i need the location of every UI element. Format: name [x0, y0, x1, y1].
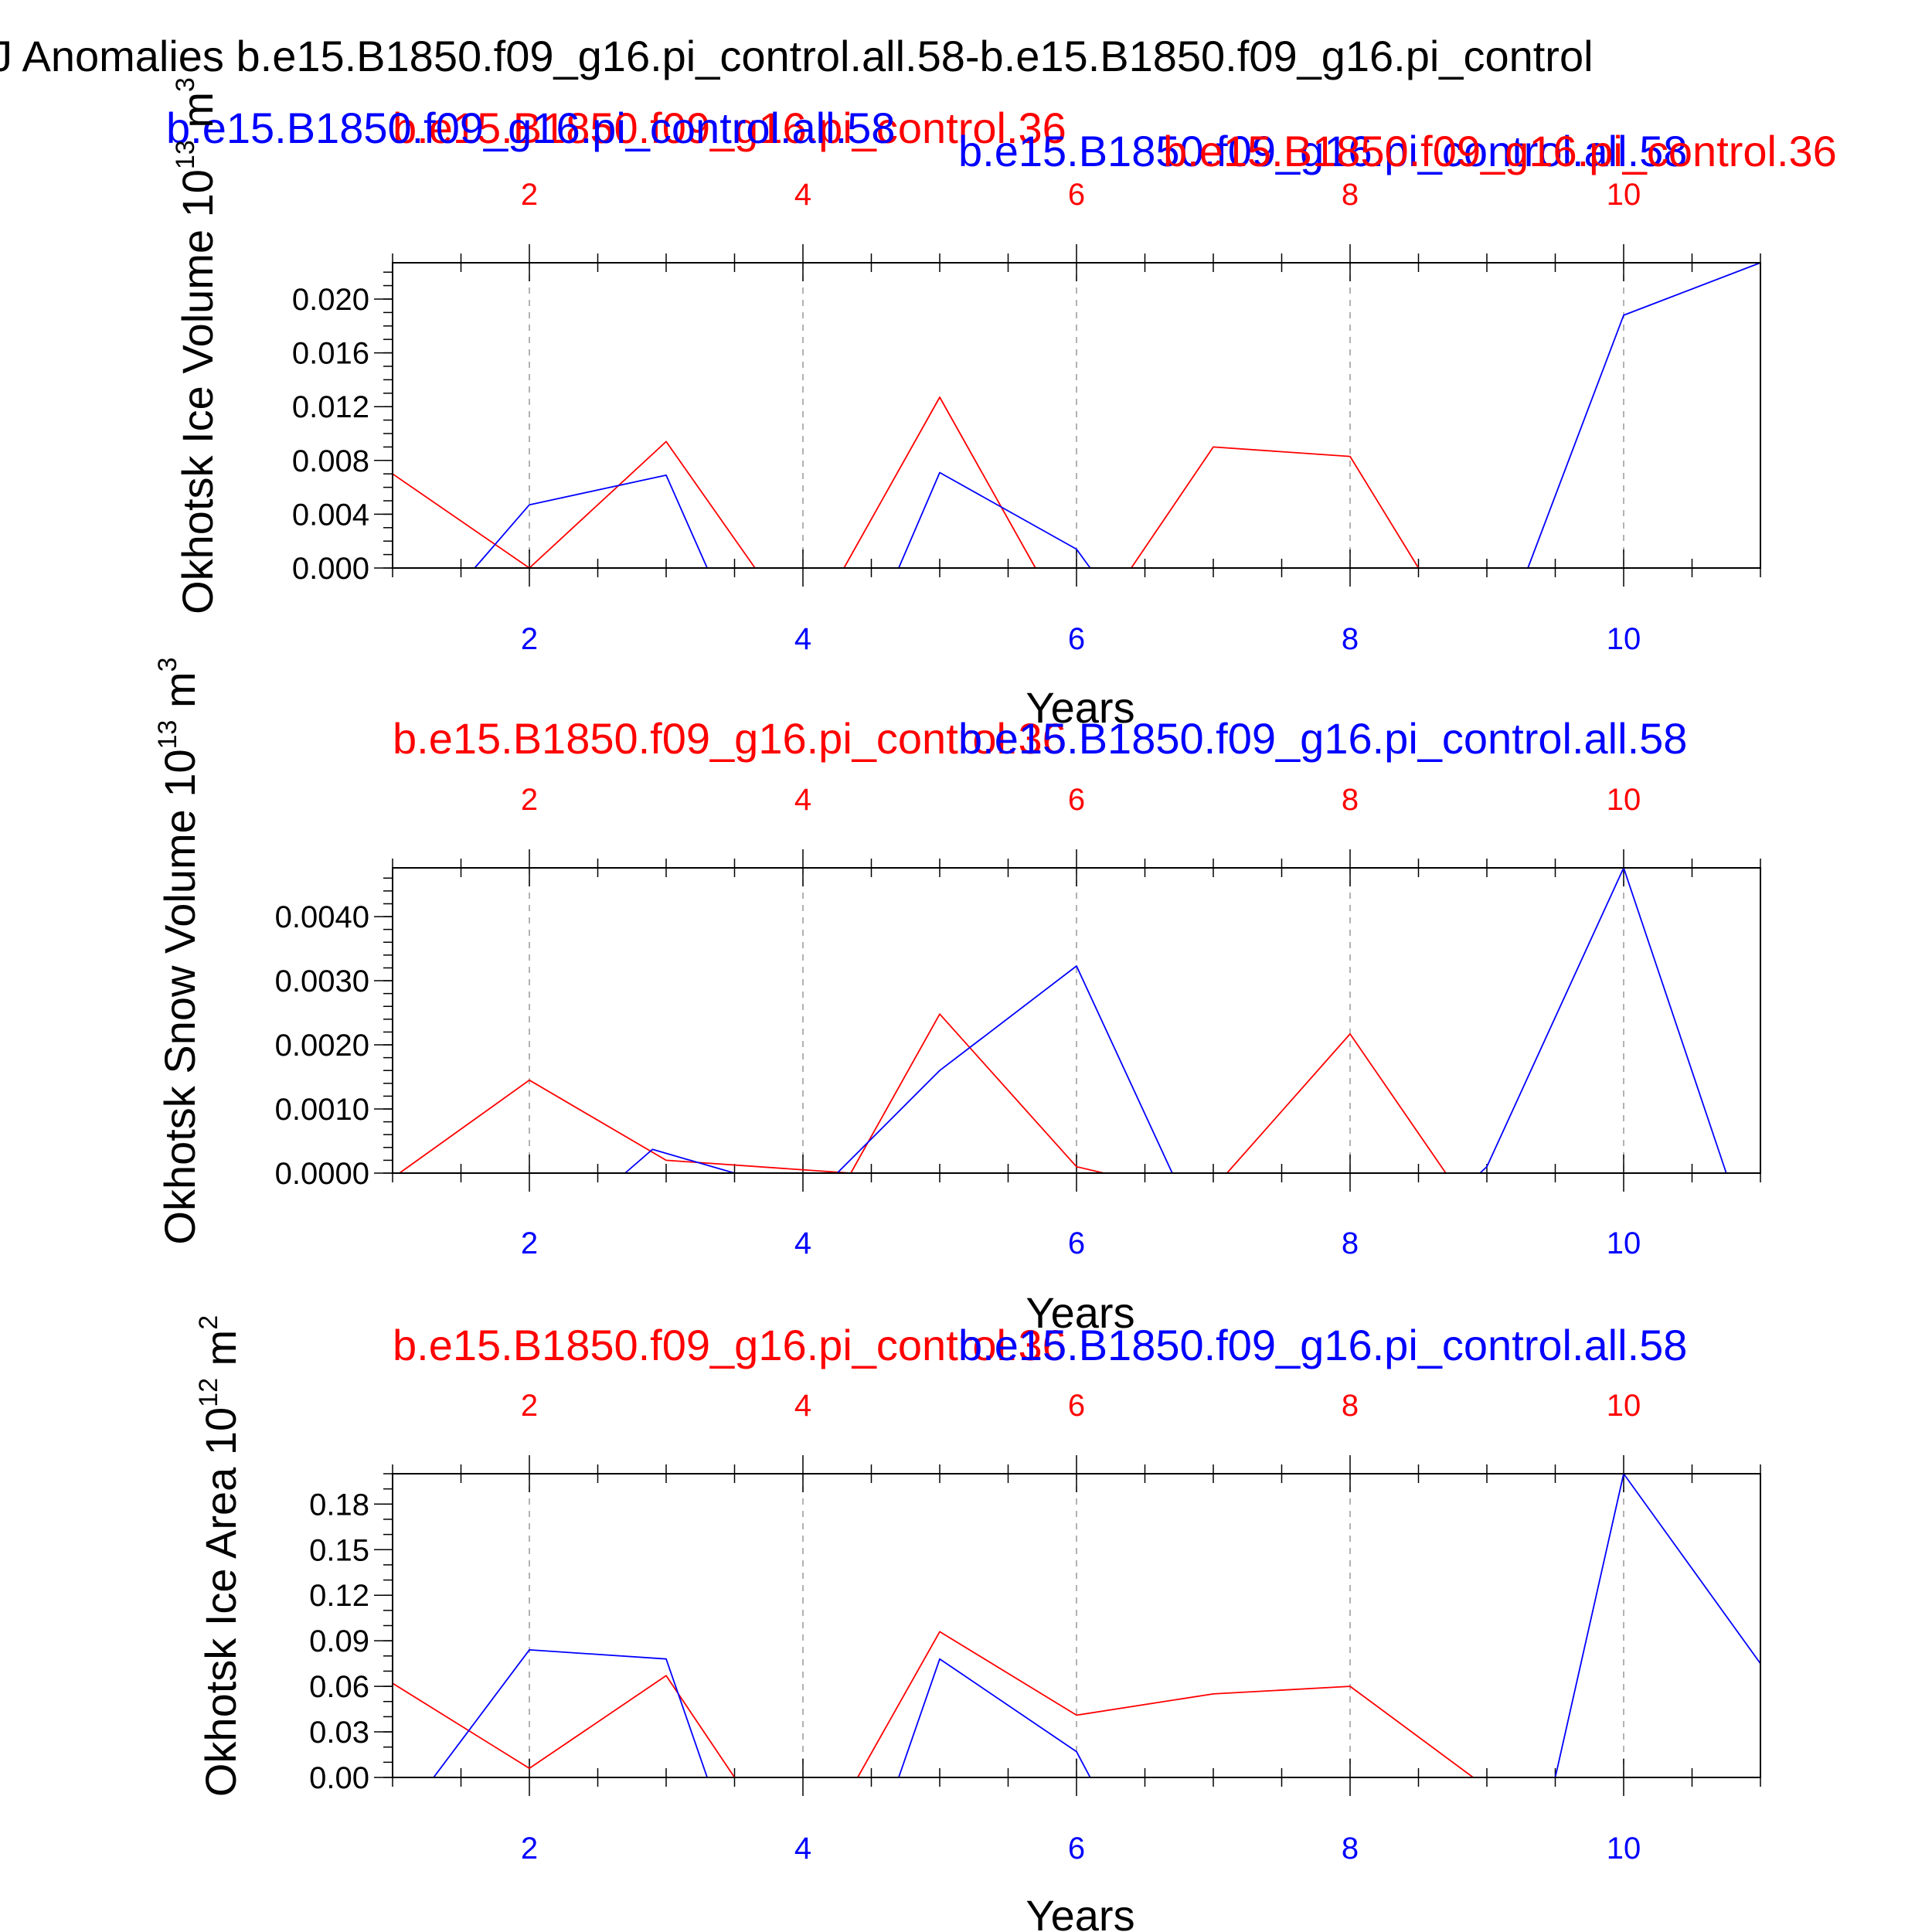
y-tick-label: 0.06: [309, 1670, 369, 1704]
x-tick-label-bottom: 8: [1342, 1832, 1359, 1866]
x-tick-label-top: 4: [794, 1389, 811, 1423]
run-label: b.e15.B1850.f09_g16.pi_control.36: [1163, 127, 1837, 175]
y-axis-title: Okhotsk Snow Volume 1013 m3: [153, 657, 204, 1244]
y-tick-label: 0.012: [292, 390, 369, 424]
y-axis-title: Okhotsk Ice Area 1012 m2: [194, 1315, 245, 1797]
run-label: b.e15.B1850.f09_g16.pi_control.36: [393, 1321, 1066, 1369]
series-line: [392, 1631, 1760, 1778]
y-tick-label: 0.0000: [275, 1157, 369, 1191]
x-tick-label-top: 10: [1607, 178, 1641, 212]
x-tick-label-bottom: 4: [794, 1832, 811, 1866]
run-label: b.e15.B1850.f09_g16.pi_control.all.58: [166, 104, 895, 152]
y-tick-label: 0.03: [309, 1716, 369, 1750]
x-tick-label-bottom: 4: [794, 1226, 811, 1260]
y-tick-label: 0.008: [292, 444, 369, 478]
y-tick-label: 0.000: [292, 552, 369, 586]
run-label: b.e15.B1850.f09_g16.pi_control.all.58: [958, 1321, 1687, 1369]
y-tick-label: 0.15: [309, 1533, 369, 1567]
series-line: [393, 262, 1761, 569]
x-tick-label-bottom: 2: [521, 622, 538, 656]
run-label: b.e15.B1850.f09_g16.pi_control.all.58: [958, 714, 1687, 763]
x-tick-label-bottom: 6: [1068, 1832, 1085, 1866]
x-axis-title: Years: [1026, 683, 1134, 732]
y-tick-label: 0.0040: [275, 900, 369, 934]
x-tick-label-bottom: 2: [521, 1832, 538, 1866]
x-tick-label-bottom: 10: [1607, 622, 1641, 656]
figure-title: J Anomalies b.e15.B1850.f09_g16.pi_contr…: [0, 32, 1594, 80]
x-tick-label-bottom: 4: [794, 622, 811, 656]
x-axis-title: Years: [1026, 1288, 1134, 1337]
x-tick-label-top: 4: [794, 783, 811, 817]
series-line: [393, 1013, 1760, 1174]
run-label: b.e15.B1850.f09_g16.pi_control.all.58: [958, 127, 1687, 175]
x-tick-label-top: 2: [521, 1389, 538, 1423]
y-tick-label: 0.00: [309, 1761, 369, 1795]
x-tick-label-top: 10: [1607, 1389, 1641, 1423]
x-tick-label-top: 10: [1607, 783, 1641, 817]
y-tick-label: 0.0010: [275, 1093, 369, 1127]
y-tick-label: 0.0030: [275, 964, 369, 998]
x-tick-label-top: 8: [1342, 1389, 1359, 1423]
x-tick-label-top: 8: [1342, 178, 1359, 212]
x-tick-label-top: 6: [1068, 1389, 1085, 1423]
x-tick-label-bottom: 10: [1607, 1226, 1641, 1260]
y-tick-label: 0.18: [309, 1488, 369, 1522]
x-tick-label-bottom: 2: [521, 1226, 538, 1260]
x-tick-label-bottom: 6: [1068, 1226, 1085, 1260]
x-tick-label-bottom: 8: [1342, 1226, 1359, 1260]
y-axis-title: Okhotsk Ice Volume 1013 m3: [171, 77, 222, 614]
plot-frame: [392, 867, 1761, 1174]
run-label: b.e15.B1850.f09_g16.pi_control.36: [393, 714, 1066, 763]
y-tick-label: 0.004: [292, 498, 369, 532]
y-tick-label: 0.020: [292, 283, 369, 317]
plot-frame: [392, 1473, 1761, 1778]
x-axis-title: Years: [1026, 1891, 1134, 1932]
x-tick-label-top: 8: [1342, 783, 1359, 817]
x-tick-label-top: 4: [794, 178, 811, 212]
x-tick-label-top: 2: [521, 783, 538, 817]
x-tick-label-top: 6: [1068, 783, 1085, 817]
y-tick-label: 0.016: [292, 337, 369, 371]
x-tick-label-top: 6: [1068, 178, 1085, 212]
y-tick-label: 0.12: [309, 1579, 369, 1613]
chart-panel-3: b.e15.B1850.f09_g16.pi_control.36b.e15.B…: [194, 1315, 1761, 1932]
y-tick-label: 0.09: [309, 1624, 369, 1658]
y-tick-label: 0.0020: [275, 1029, 369, 1063]
plot-frame: [392, 262, 1761, 569]
x-tick-label-bottom: 6: [1068, 622, 1085, 656]
chart-panel-2: b.e15.B1850.f09_g16.pi_control.36b.e15.B…: [153, 657, 1761, 1337]
x-tick-label-bottom: 10: [1607, 1832, 1641, 1866]
x-tick-label-bottom: 8: [1342, 622, 1359, 656]
series-line: [393, 1473, 1761, 1778]
run-label: b.e15.B1850.f09_g16.pi_control.36: [393, 104, 1066, 152]
x-tick-label-top: 2: [521, 178, 538, 212]
series-line: [392, 396, 1760, 569]
chart-panel-1: b.e15.B1850.f09_g16.pi_control.36b.e15.B…: [166, 77, 1837, 732]
